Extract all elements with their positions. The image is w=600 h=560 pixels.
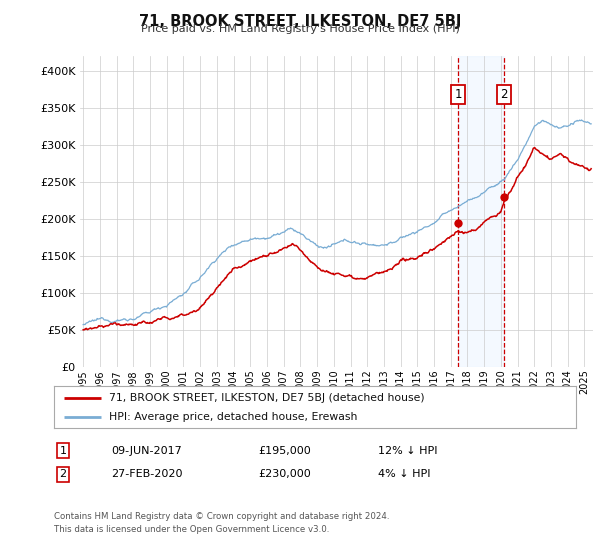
- Text: 2: 2: [500, 88, 508, 101]
- Text: Contains HM Land Registry data © Crown copyright and database right 2024.: Contains HM Land Registry data © Crown c…: [54, 512, 389, 521]
- Text: 27-FEB-2020: 27-FEB-2020: [111, 469, 182, 479]
- Bar: [458, 56, 503, 367]
- Text: This data is licensed under the Open Government Licence v3.0.: This data is licensed under the Open Gov…: [54, 525, 329, 534]
- Text: 2: 2: [59, 469, 67, 479]
- Text: £195,000: £195,000: [258, 446, 311, 456]
- Text: 09-JUN-2017: 09-JUN-2017: [111, 446, 182, 456]
- Text: 12% ↓ HPI: 12% ↓ HPI: [378, 446, 437, 456]
- Text: 1: 1: [454, 88, 462, 101]
- Text: 1: 1: [59, 446, 67, 456]
- Text: 71, BROOK STREET, ILKESTON, DE7 5BJ: 71, BROOK STREET, ILKESTON, DE7 5BJ: [139, 14, 461, 29]
- Text: 71, BROOK STREET, ILKESTON, DE7 5BJ (detached house): 71, BROOK STREET, ILKESTON, DE7 5BJ (det…: [109, 393, 424, 403]
- Text: £230,000: £230,000: [258, 469, 311, 479]
- Text: Price paid vs. HM Land Registry's House Price Index (HPI): Price paid vs. HM Land Registry's House …: [140, 24, 460, 34]
- Text: 4% ↓ HPI: 4% ↓ HPI: [378, 469, 431, 479]
- Text: HPI: Average price, detached house, Erewash: HPI: Average price, detached house, Erew…: [109, 412, 357, 422]
